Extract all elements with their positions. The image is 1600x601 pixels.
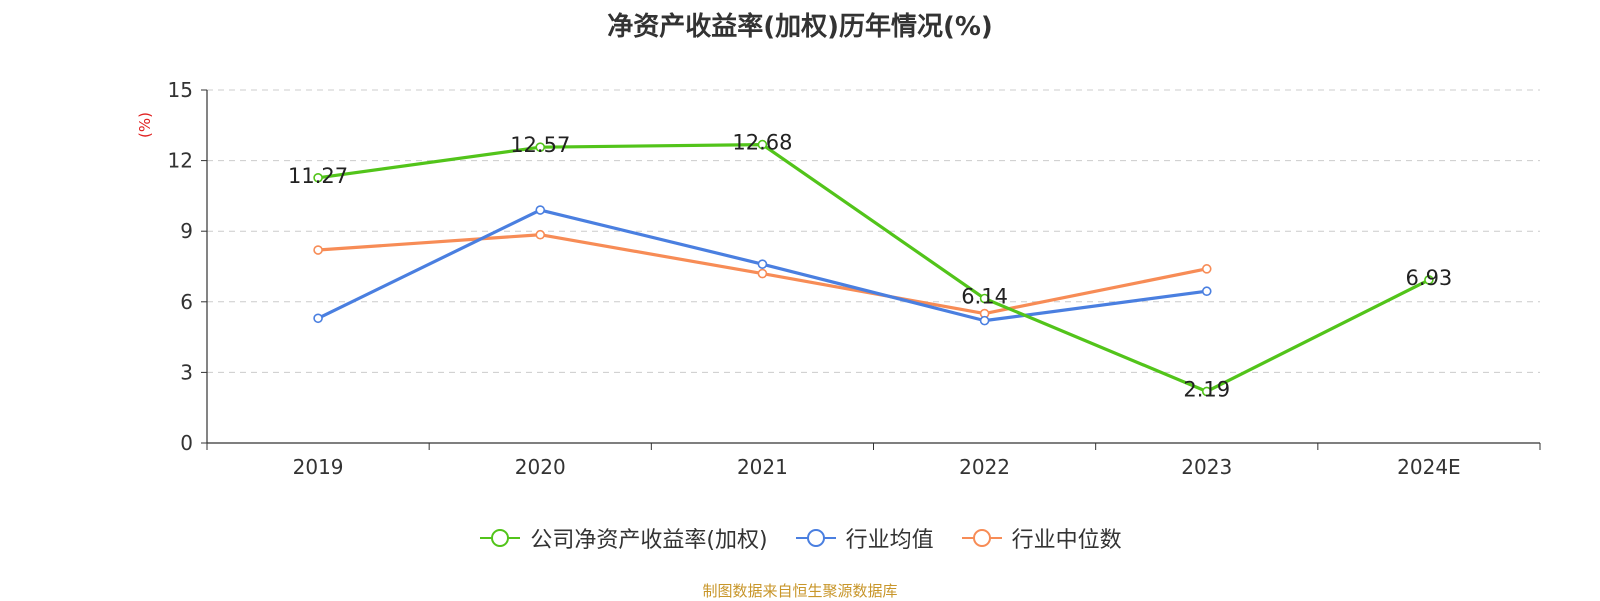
data-point — [979, 293, 990, 304]
legend-marker-icon — [795, 529, 836, 547]
data-point — [757, 268, 768, 279]
series-line — [317, 142, 1430, 394]
data-point — [313, 313, 323, 324]
data-point — [313, 172, 323, 183]
x-tick-label: 2019 — [293, 455, 344, 479]
data-point — [535, 142, 546, 152]
legend-item[interactable]: 行业中位数 — [960, 522, 1122, 554]
data-point — [1424, 275, 1434, 285]
x-tick-label: 2023 — [1181, 455, 1232, 479]
data-point — [313, 245, 323, 255]
data-label: 11.27 — [288, 164, 348, 188]
data-point — [757, 139, 768, 150]
data-label: 2.19 — [1183, 377, 1230, 401]
data-point — [979, 315, 990, 326]
legend-label: 公司净资产收益率(加权) — [530, 528, 768, 553]
legend-item[interactable]: 行业均值 — [794, 522, 934, 554]
data-point — [1201, 264, 1212, 274]
legend: 公司净资产收益率(加权) 行业均值 行业中位数 — [0, 522, 1600, 554]
data-label: 12.57 — [510, 133, 570, 157]
y-tick-label: 0 — [180, 431, 193, 455]
y-tick-label: 6 — [180, 290, 193, 314]
x-tick-label: 2021 — [737, 455, 788, 479]
data-point — [757, 259, 768, 269]
y-tick-label: 3 — [180, 360, 193, 384]
y-tick-label: 15 — [168, 78, 193, 102]
chart-title: 净资产收益率(加权)历年情况(%) — [607, 12, 993, 42]
source-note: 制图数据来自恒生聚源数据库 — [702, 582, 898, 600]
y-tick-label: 12 — [168, 149, 193, 173]
data-point — [1201, 286, 1212, 297]
legend-marker-icon — [480, 529, 521, 547]
data-label: 12.68 — [732, 131, 792, 155]
series-lines — [313, 139, 1434, 397]
data-point — [535, 229, 546, 240]
x-tick-label: 2022 — [959, 455, 1010, 479]
data-point — [535, 205, 546, 215]
x-tick-label: 2024E — [1397, 455, 1461, 479]
legend-label: 行业均值 — [845, 528, 934, 553]
data-label: 6.93 — [1406, 266, 1453, 290]
x-tick-label: 2020 — [515, 455, 566, 479]
y-axis-label: (%) — [136, 112, 154, 138]
y-tick-label: 9 — [180, 219, 193, 243]
legend-label: 行业中位数 — [1011, 528, 1122, 553]
data-label: 6.14 — [961, 285, 1008, 309]
data-labels: 11.27 12.57 12.68 6.14 2.19 6.93 — [288, 131, 1452, 402]
legend-marker-icon — [961, 529, 1002, 547]
legend-item[interactable]: 公司净资产收益率(加权) — [478, 522, 768, 554]
data-point — [1201, 386, 1212, 397]
grid-lines — [207, 89, 1540, 373]
axes: 0 3 6 9 12 15 (%) 2019 2020 2021 2022 2023 2024E — [136, 78, 1541, 479]
